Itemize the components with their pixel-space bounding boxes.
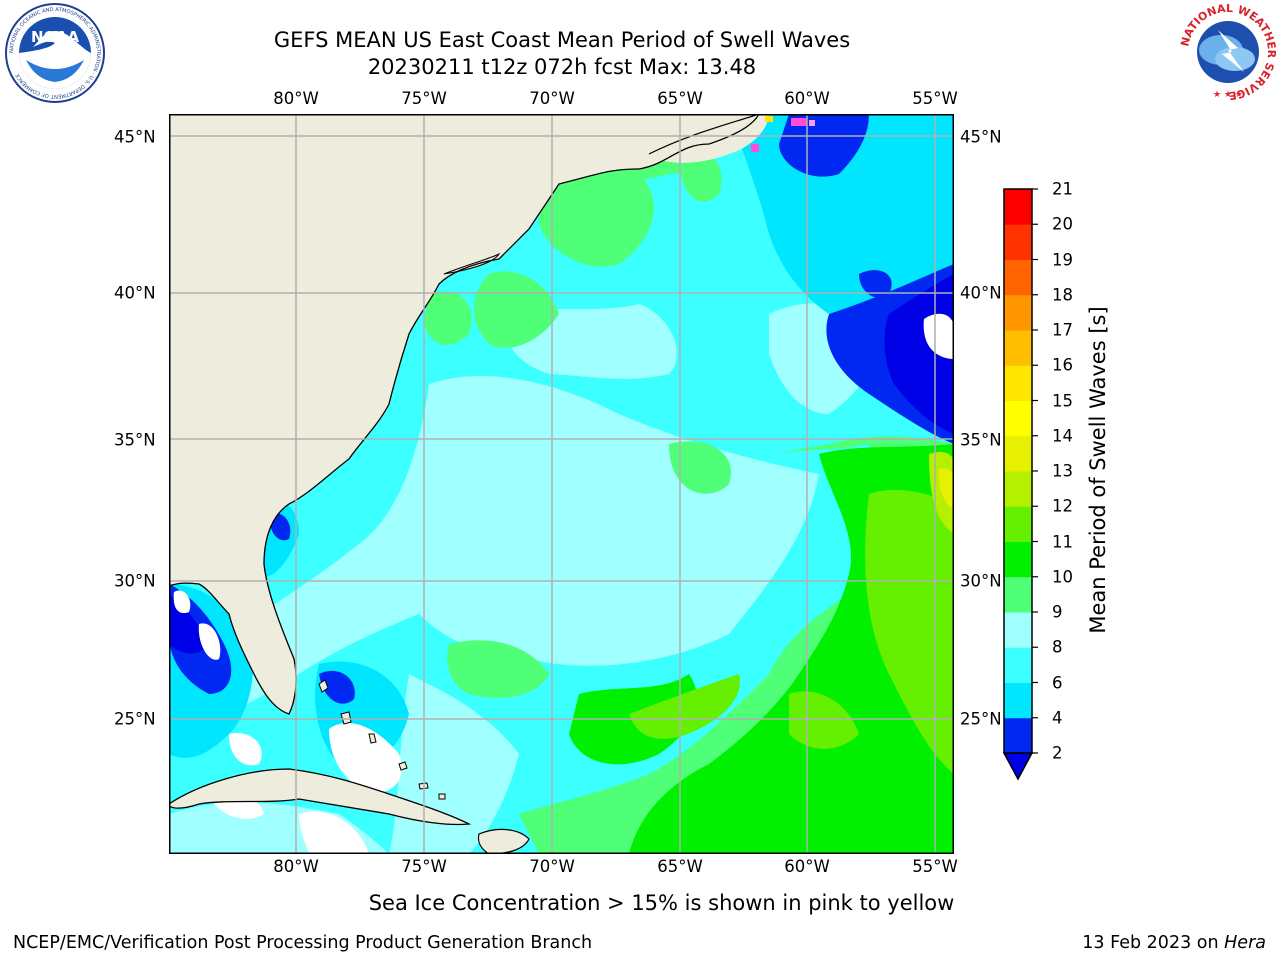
colorbar-tick-label: 10	[1052, 567, 1073, 587]
colorbar-tick-label: 2	[1052, 743, 1063, 763]
lat-label-left-40n: 40°N	[114, 283, 156, 303]
lon-label-bottom-80w: 80°W	[273, 857, 319, 876]
colorbar-tick-label: 20	[1052, 214, 1073, 234]
period-max-region	[938, 468, 954, 509]
svg-text:★ ★ ★: ★ ★ ★	[1213, 90, 1243, 100]
colorbar-segment	[1004, 189, 1032, 225]
colorbar-tick-label: 13	[1052, 461, 1073, 481]
colorbar-segment	[1004, 647, 1032, 683]
colorbar-segment	[1004, 400, 1032, 437]
colorbar-segment	[1004, 576, 1032, 613]
colorbar-tick-label: 14	[1052, 426, 1073, 446]
colorbar-segment	[1004, 330, 1032, 366]
sea-ice-markers	[751, 116, 815, 152]
colorbar-tick-label: 19	[1052, 250, 1073, 269]
lat-label-right-25n: 25°N	[960, 709, 1002, 729]
map-frame	[169, 114, 954, 854]
lat-label-left-25n: 25°N	[114, 709, 156, 729]
noaa-wordmark: NOAA	[31, 28, 80, 46]
colorbar-segment	[1004, 682, 1032, 719]
land-nova-scotia	[649, 114, 769, 163]
land-north-america	[169, 114, 759, 714]
lon-label-top-55w: 55°W	[912, 89, 958, 108]
lon-label-top-60w: 60°W	[784, 89, 830, 108]
colorbar-tick-label: 9	[1052, 602, 1063, 622]
colorbar-under-arrow	[1002, 752, 1034, 781]
colorbar-tick-label: 17	[1052, 320, 1073, 340]
colorbar	[1002, 188, 1038, 781]
colorbar-segment	[1004, 365, 1032, 401]
colorbar-segment	[1004, 471, 1032, 507]
lon-label-top-80w: 80°W	[273, 89, 319, 108]
colorbar-tick-label: 15	[1052, 391, 1073, 410]
graticule	[169, 114, 954, 854]
nws-logo: NATIONAL WEATHER SERVICE ★ ★ ★	[1178, 2, 1278, 102]
footer-machine: Hera	[1224, 933, 1266, 953]
map-title: GEFS MEAN US East Coast Mean Period of S…	[273, 28, 851, 52]
colorbar-segment	[1004, 435, 1032, 472]
lon-label-top-65w: 65°W	[657, 89, 703, 108]
colorbar-label: Mean Period of Swell Waves [s]	[1086, 306, 1110, 634]
footer-credit: NCEP/EMC/Verification Post Processing Pr…	[13, 933, 593, 953]
colorbar-segment	[1004, 717, 1032, 754]
lat-label-left-30n: 30°N	[114, 571, 156, 591]
lon-label-bottom-55w: 55°W	[912, 857, 958, 876]
lon-label-top-75w: 75°W	[401, 89, 447, 108]
swell-period-map	[169, 114, 954, 854]
noaa-logo: NATIONAL OCEANIC AND ATMOSPHERIC ADMINIS…	[5, 3, 105, 103]
colorbar-segment	[1004, 259, 1032, 296]
colorbar-segment	[1004, 541, 1032, 578]
colorbar-tick-label: 6	[1052, 673, 1063, 692]
lon-label-bottom-60w: 60°W	[784, 857, 830, 876]
footer-date: 13 Feb 2023 on Hera	[1082, 933, 1266, 953]
map-subtitle: 20230211 t12z 072h fcst Max: 13.48	[367, 55, 757, 79]
lon-label-bottom-70w: 70°W	[529, 857, 575, 876]
lat-label-left-45n: 45°N	[114, 127, 156, 147]
lat-label-left-35n: 35°N	[114, 430, 156, 450]
colorbar-segment	[1004, 506, 1032, 542]
colorbar-tick-label: 18	[1052, 285, 1073, 305]
colorbar-segment	[1004, 294, 1032, 331]
land-hispaniola	[477, 828, 530, 854]
coastline	[169, 114, 760, 715]
land-long-island	[443, 252, 501, 275]
lat-label-right-40n: 40°N	[960, 283, 1002, 303]
colorbar-segment	[1004, 612, 1032, 648]
colorbar-tick-label: 16	[1052, 355, 1073, 375]
lat-label-right-30n: 30°N	[960, 571, 1002, 591]
colorbar-tick-label: 12	[1052, 496, 1073, 516]
colorbar-segment	[1004, 224, 1032, 260]
lat-label-right-45n: 45°N	[960, 127, 1002, 147]
lat-label-right-35n: 35°N	[960, 430, 1002, 450]
lon-label-top-70w: 70°W	[529, 89, 575, 108]
land-cuba	[169, 768, 472, 826]
coastline-maritimes	[648, 114, 760, 155]
colorbar-tick-label: 11	[1052, 532, 1073, 551]
colorbar-tick-label: 4	[1052, 708, 1063, 728]
sea-ice-caption: Sea Ice Concentration > 15% is shown in …	[368, 891, 955, 915]
lon-label-bottom-75w: 75°W	[401, 857, 447, 876]
colorbar-tick-label: 8	[1052, 637, 1063, 657]
lon-label-bottom-65w: 65°W	[657, 857, 703, 876]
footer-date-text: 13 Feb 2023 on	[1082, 933, 1225, 953]
colorbar-tick-label: 21	[1052, 179, 1073, 199]
